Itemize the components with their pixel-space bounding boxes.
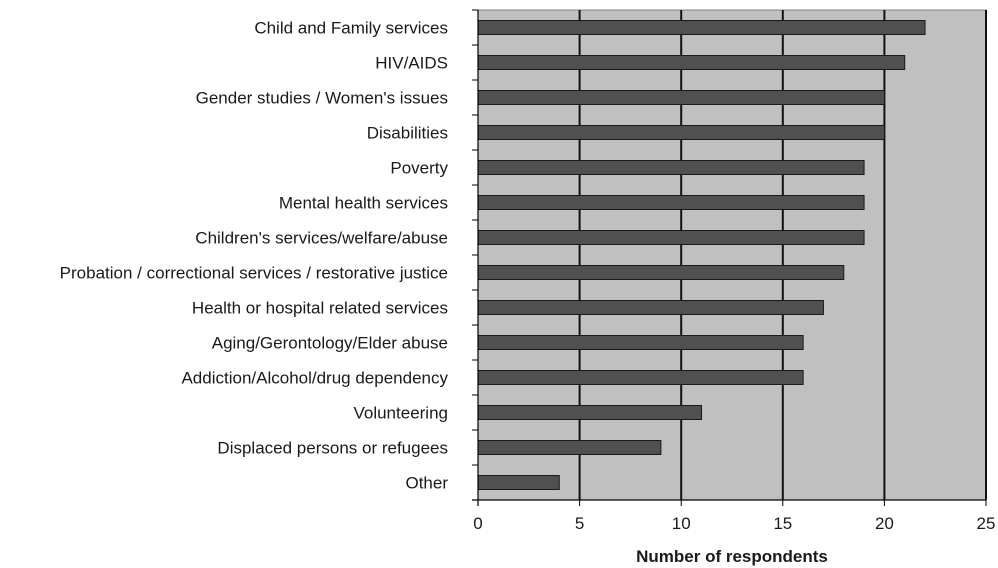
- category-label-11: Volunteering: [353, 404, 448, 423]
- bar-2: [477, 90, 885, 105]
- x-tick-label-15: 15: [773, 514, 792, 533]
- x-tick-label-10: 10: [672, 514, 691, 533]
- bar-0: [477, 20, 926, 35]
- category-label-4: Poverty: [390, 159, 448, 178]
- x-tick-labels: 0 5 10 15 20 25: [473, 514, 995, 533]
- bar-3: [477, 125, 885, 140]
- bar-9: [477, 335, 804, 350]
- category-label-7: Probation / correctional services / rest…: [60, 264, 448, 283]
- bar-8: [477, 300, 824, 315]
- plot-area: [477, 9, 987, 501]
- category-labels: Child and Family services HIV/AIDS Gender …: [60, 19, 449, 493]
- bar-10: [477, 370, 804, 385]
- bar-11: [477, 405, 703, 420]
- bar-6: [477, 230, 865, 245]
- bar-7: [477, 265, 845, 280]
- x-tick-label-25: 25: [977, 514, 996, 533]
- bar-13: [477, 475, 560, 490]
- x-tick-label-5: 5: [575, 514, 584, 533]
- category-label-1: HIV/AIDS: [375, 54, 448, 73]
- bar-5: [477, 195, 865, 210]
- category-label-2: Gender studies / Women's issues: [196, 89, 448, 108]
- category-label-3: Disabilities: [367, 124, 448, 143]
- x-axis-title: Number of respondents: [636, 547, 828, 566]
- category-label-9: Aging/Gerontology/Elder abuse: [212, 334, 448, 353]
- category-label-13: Other: [405, 474, 448, 493]
- x-tick-label-20: 20: [875, 514, 894, 533]
- category-label-10: Addiction/Alcohol/drug dependency: [181, 369, 448, 388]
- category-label-8: Health or hospital related services: [192, 299, 448, 318]
- category-label-5: Mental health services: [279, 194, 448, 213]
- bar-12: [477, 440, 662, 455]
- bar-1: [477, 55, 906, 70]
- bars: [477, 20, 926, 490]
- category-label-0: Child and Family services: [254, 19, 448, 38]
- x-tick-label-0: 0: [473, 514, 482, 533]
- category-label-12: Displaced persons or refugees: [217, 439, 448, 458]
- category-label-6: Children's services/welfare/abuse: [195, 229, 448, 248]
- bar-4: [477, 160, 865, 175]
- axes: [472, 9, 987, 506]
